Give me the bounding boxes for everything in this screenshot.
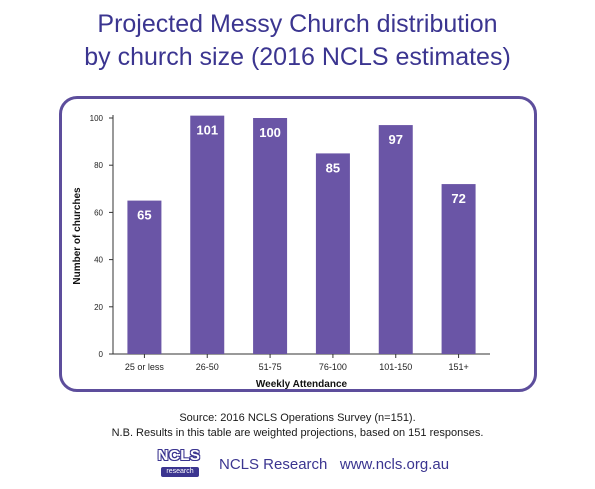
y-tick-label: 60 <box>94 208 103 217</box>
y-tick-label: 0 <box>99 350 104 359</box>
bar-value-label: 85 <box>326 160 340 175</box>
y-tick-label: 80 <box>94 161 103 170</box>
y-tick-label: 40 <box>94 256 103 265</box>
bar <box>441 184 476 354</box>
x-tick-label: 151+ <box>448 362 468 372</box>
y-tick-label: 20 <box>94 303 103 312</box>
ncls-logo: NCLS research <box>153 446 205 482</box>
x-tick-label: 101-150 <box>379 362 412 372</box>
bar <box>253 118 288 354</box>
bar-value-label: 97 <box>389 132 403 147</box>
weighting-note: N.B. Results in this table are weighted … <box>111 427 484 439</box>
logo-sub-text: research <box>161 467 199 477</box>
footer-text: NCLS Research www.ncls.org.au <box>219 455 450 473</box>
source-note: Source: 2016 NCLS Operations Survey (n=1… <box>0 411 595 441</box>
bar <box>190 115 225 354</box>
y-axis-title: Number of churches <box>72 187 83 285</box>
x-tick-label: 51-75 <box>259 362 282 372</box>
bar <box>315 153 350 354</box>
source-line: Source: 2016 NCLS Operations Survey (n=1… <box>179 412 416 424</box>
x-axis-title: Weekly Attendance <box>256 379 348 390</box>
x-tick-label: 76-100 <box>319 362 347 372</box>
chart-title: Projected Messy Church distribution by c… <box>0 8 595 74</box>
bar-value-label: 101 <box>196 123 218 138</box>
chart-title-line-1: Projected Messy Church distribution <box>97 10 498 38</box>
bar-value-label: 100 <box>259 125 281 140</box>
y-tick-label: 100 <box>90 114 104 123</box>
bar-value-label: 72 <box>451 191 465 206</box>
bar-value-label: 65 <box>137 208 151 223</box>
bar <box>127 200 162 354</box>
logo-main-text: NCLS <box>157 446 201 464</box>
chart-frame <box>59 96 537 392</box>
x-tick-label: 26-50 <box>196 362 219 372</box>
x-tick-label: 25 or less <box>125 362 165 372</box>
chart-title-line-2: by church size (2016 NCLS estimates) <box>84 43 511 71</box>
footer: NCLS research NCLS Research www.ncls.org… <box>153 446 449 482</box>
bar <box>378 125 413 354</box>
